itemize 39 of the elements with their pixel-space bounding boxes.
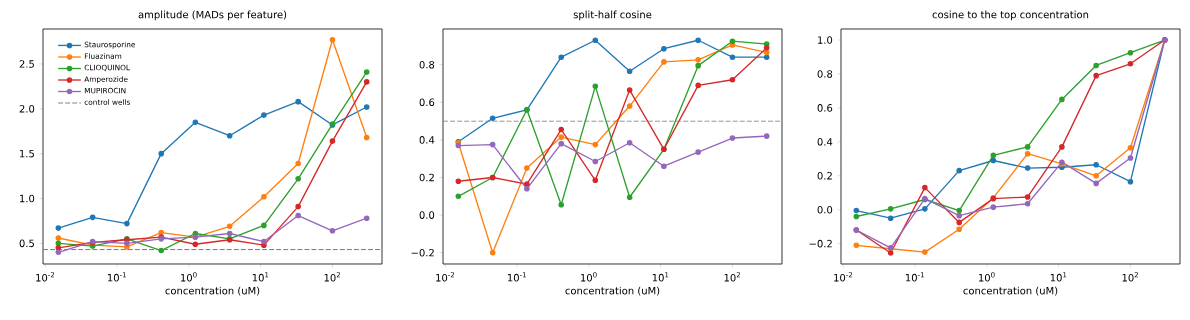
y-tick-label: 0.5 (19, 239, 34, 248)
chart-title: cosine to the top concentration (932, 10, 1089, 21)
y-tick-label: 0.2 (419, 173, 434, 182)
y-tick-label: 1.0 (20, 194, 35, 203)
y-tick-label: 0.0 (419, 211, 435, 219)
y-tick-label: 0.8 (817, 70, 833, 78)
x-tick-label: 10$^{-2}$ (36, 272, 55, 282)
x-tick-label: 10$^{1}$ (1050, 272, 1067, 282)
x-tick-label: 10$^{2}$ (324, 272, 341, 282)
x-tick-label: 10$^{0}$ (581, 272, 597, 282)
x-tick-label: 10$^{2}$ (1122, 272, 1138, 282)
x-tick-label: 10$^{-1}$ (905, 272, 924, 282)
y-tick-label: −0.2 (809, 239, 832, 248)
chart-title: split-half cosine (573, 10, 652, 21)
y-tick-label: 0.4 (419, 136, 435, 144)
y-tick-label: 0.6 (817, 104, 833, 112)
y-tick-label: 2.5 (19, 60, 34, 68)
y-tick-label: 0.2 (817, 171, 832, 180)
y-tick-label: 0.4 (817, 138, 833, 146)
y-tick-label: −0.2 (411, 248, 434, 257)
chart-title: amplitude (MADs per feature) (138, 10, 287, 21)
x-axis-title: concentration (uM) (963, 286, 1058, 296)
x-tick-label: 10$^{-2}$ (436, 272, 455, 282)
y-tick-label: 0.8 (419, 60, 435, 69)
x-tick-label: 10$^{0}$ (979, 272, 995, 282)
y-tick-label: 1.0 (818, 36, 833, 44)
y-tick-label: 2.0 (19, 105, 35, 113)
x-tick-label: 10$^{2}$ (724, 272, 741, 282)
y-tick-label: 0.6 (419, 98, 435, 107)
x-tick-label: 10$^{1}$ (252, 272, 269, 282)
x-tick-label: 10$^{-1}$ (107, 272, 126, 282)
x-tick-label: 10$^{1}$ (652, 272, 669, 282)
x-tick-label: 10$^{-2}$ (834, 272, 853, 282)
y-tick-label: 0.0 (817, 205, 833, 214)
x-axis-title: concentration (uM) (165, 286, 260, 296)
y-tick-label: 1.5 (20, 149, 34, 158)
x-tick-label: 10$^{-1}$ (507, 272, 526, 282)
x-tick-label: 10$^{0}$ (181, 272, 197, 282)
x-axis-title: concentration (uM) (565, 286, 660, 296)
